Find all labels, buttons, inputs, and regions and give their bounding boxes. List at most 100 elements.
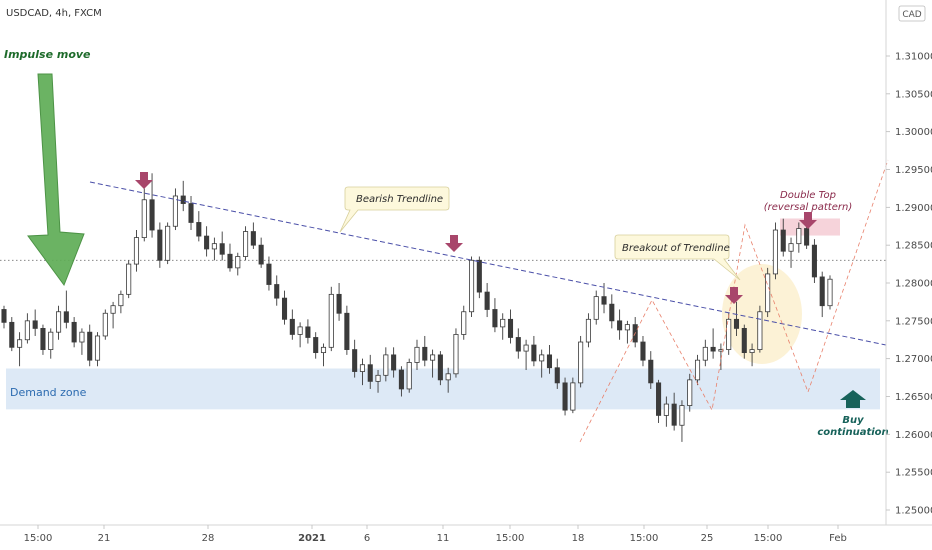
candle-body bbox=[102, 312, 108, 337]
candle-body bbox=[281, 297, 288, 320]
candle-body bbox=[609, 303, 615, 322]
candle-body bbox=[48, 331, 54, 350]
candle-body bbox=[445, 373, 451, 381]
candle-body bbox=[469, 259, 475, 313]
candle-body bbox=[188, 203, 194, 223]
candle-body bbox=[726, 318, 732, 350]
candle-body bbox=[165, 225, 171, 261]
candle-body bbox=[796, 228, 802, 245]
time-tick-label: 15:00 bbox=[630, 533, 659, 544]
candle-body bbox=[617, 320, 623, 331]
candle-body bbox=[772, 229, 778, 275]
impulse-arrow-icon bbox=[27, 73, 85, 287]
candle-body bbox=[601, 296, 607, 305]
candle-body bbox=[570, 382, 576, 411]
candle-body bbox=[211, 243, 217, 250]
candle-body bbox=[40, 327, 46, 350]
symbol-label: USDCAD, 4h, FXCM bbox=[6, 8, 102, 19]
candle-body bbox=[453, 334, 459, 375]
time-tick-label: 15:00 bbox=[754, 533, 783, 544]
candle-body bbox=[507, 318, 514, 338]
candle-body bbox=[17, 339, 23, 348]
candle-body bbox=[367, 364, 373, 382]
candle-body bbox=[710, 346, 716, 352]
double-top-sublabel: (reversal pattern) bbox=[764, 202, 852, 213]
candle-body bbox=[87, 331, 93, 361]
currency-badge-label: CAD bbox=[902, 10, 921, 20]
candle-body bbox=[562, 382, 568, 411]
candle-body bbox=[24, 320, 30, 341]
candle-body bbox=[765, 273, 771, 313]
time-axis[interactable]: 15:00 21 28 2021 6 11 15:00 18 15:00 25 15:00 Feb bbox=[24, 525, 847, 544]
candle-body bbox=[250, 231, 256, 246]
candle-body bbox=[110, 305, 116, 314]
candle-body bbox=[266, 263, 272, 285]
time-tick-label: 2021 bbox=[298, 533, 326, 544]
candle-body bbox=[328, 293, 334, 348]
candle-body bbox=[741, 327, 747, 354]
price-axis[interactable]: 1.31000 1.30500 1.30000 1.29500 1.29000 1.285… bbox=[886, 52, 932, 517]
time-tick-label: 15:00 bbox=[496, 533, 525, 544]
impulse-move-label: Impulse move bbox=[4, 48, 91, 61]
candle-body bbox=[391, 354, 397, 371]
price-tick-label: 1.30500 bbox=[895, 89, 932, 100]
candle-body bbox=[461, 311, 467, 335]
time-tick-label: 28 bbox=[202, 533, 215, 544]
candle-body bbox=[196, 222, 202, 237]
candle-body bbox=[422, 346, 428, 361]
candle-body bbox=[663, 403, 669, 416]
candle-body bbox=[492, 309, 498, 328]
candle-body bbox=[204, 235, 210, 250]
candle-body bbox=[578, 341, 584, 384]
candle-body bbox=[375, 374, 381, 382]
candle-body bbox=[811, 244, 817, 278]
candle-body bbox=[1, 309, 7, 323]
time-tick-label: 15:00 bbox=[24, 533, 53, 544]
breakout-callout: Breakout of Trendline bbox=[614, 234, 741, 281]
candle-body bbox=[227, 253, 233, 269]
candle-body bbox=[749, 349, 755, 354]
candle-body bbox=[71, 321, 77, 343]
candle-body bbox=[94, 335, 101, 361]
time-tick-label: 6 bbox=[364, 533, 370, 544]
candle-body bbox=[79, 331, 85, 343]
candle-body bbox=[133, 237, 140, 265]
candle-body bbox=[235, 256, 241, 269]
candle-body bbox=[687, 379, 693, 406]
candle-body bbox=[172, 195, 178, 227]
candle-body bbox=[320, 346, 327, 354]
candle-body bbox=[9, 321, 15, 348]
candle-body bbox=[500, 318, 506, 328]
candle-body bbox=[126, 263, 132, 295]
double-top-label: Double Top bbox=[780, 190, 836, 201]
candle-body bbox=[718, 349, 724, 352]
candle-body bbox=[297, 326, 303, 335]
time-tick-label: 11 bbox=[437, 533, 450, 544]
candle-body bbox=[258, 244, 264, 265]
top-markers bbox=[135, 172, 817, 304]
buy-sublabel: continuation bbox=[817, 427, 888, 438]
candle-body bbox=[733, 318, 740, 329]
candle-body bbox=[406, 362, 412, 390]
candle-body bbox=[352, 349, 358, 372]
bearish-trendline-label: Bearish Trendline bbox=[356, 194, 443, 205]
candle-body bbox=[344, 312, 350, 350]
price-tick-label: 1.26000 bbox=[895, 430, 932, 441]
candle-body bbox=[359, 364, 365, 372]
demand-zone bbox=[6, 368, 880, 410]
price-tick-label: 1.28500 bbox=[895, 241, 932, 252]
candle-body bbox=[313, 337, 319, 354]
candle-body bbox=[523, 344, 529, 352]
candle-body bbox=[640, 341, 646, 361]
candle-body bbox=[383, 354, 389, 376]
candle-body bbox=[476, 259, 482, 293]
down-arrow-icon bbox=[135, 172, 153, 189]
candle-body bbox=[788, 243, 794, 252]
candle-body bbox=[624, 324, 630, 331]
currency-badge[interactable]: CAD bbox=[898, 5, 926, 22]
candle-body bbox=[243, 231, 249, 257]
price-tick-label: 1.27000 bbox=[895, 354, 932, 365]
time-tick-label: 25 bbox=[701, 533, 714, 544]
candle-body bbox=[180, 195, 186, 204]
